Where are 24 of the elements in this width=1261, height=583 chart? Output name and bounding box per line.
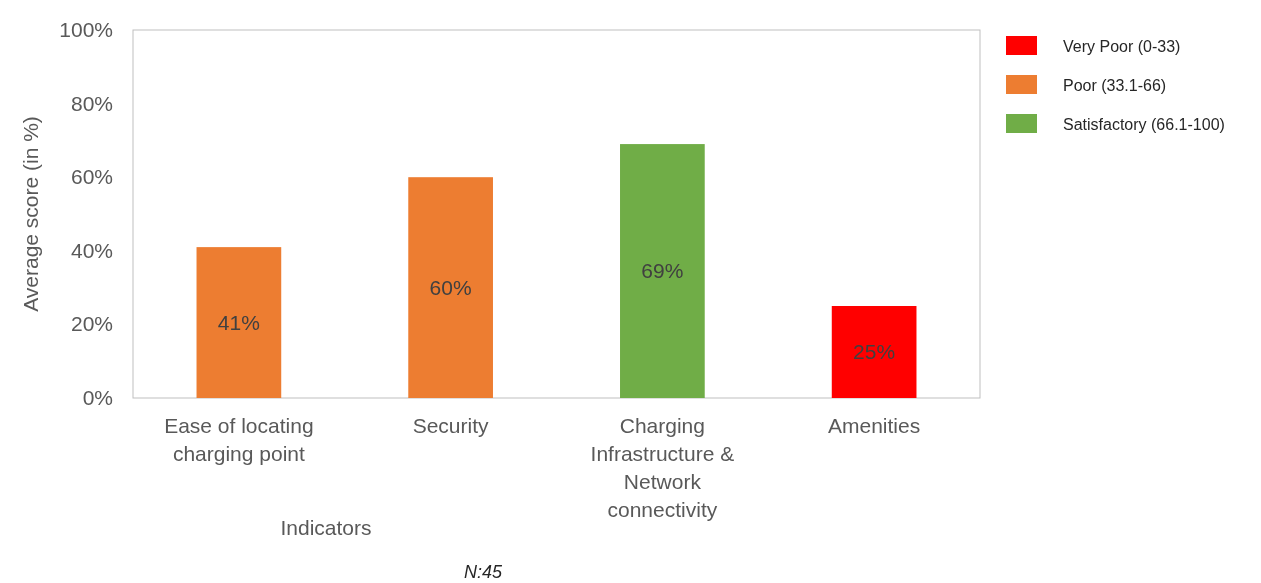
y-tick-label: 60% (70, 165, 113, 189)
x-tick-label: Security (412, 414, 490, 437)
x-tick-label: Charging Infrastructure & Network connectivity (590, 414, 735, 521)
y-tick-label: 100% (59, 18, 113, 41)
bar (408, 177, 493, 398)
data-label: 41% (217, 310, 260, 334)
bar (196, 247, 282, 398)
data-label: 25% (853, 340, 896, 363)
bar (620, 144, 705, 398)
text: N:45 (463, 562, 503, 582)
legend-label: Very Poor (0-33) (1063, 38, 1181, 55)
y-axis-title: Average score (in %) (19, 116, 42, 312)
y-tick-label: 40% (70, 238, 113, 262)
bar (831, 306, 917, 398)
y-tick-label: 80% (70, 91, 113, 115)
x-axis-title: Indicators (280, 516, 372, 539)
x-tick-label: Ease of locating charging point (164, 414, 314, 465)
data-label: 69% (641, 259, 684, 283)
data-label: 60% (429, 275, 472, 299)
y-tick-label: 0% (82, 386, 113, 409)
x-tick-label: Amenities (828, 414, 921, 437)
legend-label: Satisfactory (66.1-100) (1063, 116, 1225, 133)
legend-label: Poor (33.1-66) (1063, 77, 1167, 94)
y-tick-label: 20% (70, 312, 113, 336)
